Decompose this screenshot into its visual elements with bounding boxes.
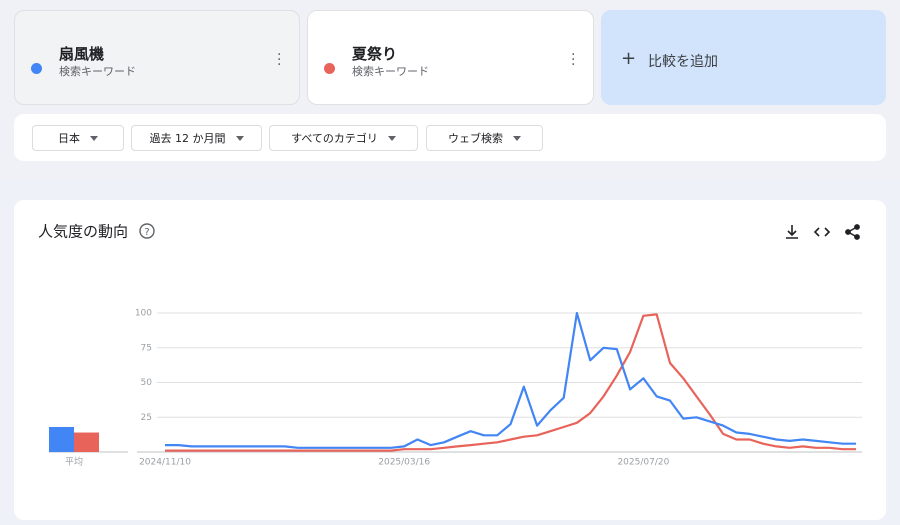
svg-text:?: ? [144,227,149,238]
average-label: 平均 [65,456,83,468]
term-card[interactable]: 夏祭り 検索キーワード · · · [307,10,594,105]
y-tick-label: 100 [135,309,152,319]
average-bar [74,432,99,452]
menu-icon[interactable]: · · · [571,47,576,73]
chart: 人気度の動向 ? 25 50 75 100 2024/11/10 2025/03/16 20… [38,223,862,468]
x-tick-label: 2024/11/10 [139,458,191,468]
filter-label: 日本 [58,132,80,145]
term-name: 扇風機 [59,45,105,63]
series-line [165,313,856,452]
dropdown-icon [235,135,244,141]
add-compare-label: 比較を追加 [648,54,718,70]
dropdown-icon [513,135,521,141]
filter-button[interactable]: ウェブ検索 [426,125,543,151]
plus-icon: + [621,48,637,69]
term-dot [324,63,335,74]
filter-label: ウェブ検索 [448,132,503,145]
help-icon[interactable]: ? [139,223,155,239]
y-tick-label: 50 [141,378,153,388]
x-tick-label: 2025/03/16 [378,458,430,468]
filter-label: すべてのカテゴリ [291,132,378,145]
x-tick-label: 2025/07/20 [617,458,669,468]
term-subtitle: 検索キーワード [59,65,136,78]
menu-icon[interactable]: · · · [277,47,282,73]
chart-title: 人気度の動向 [38,223,128,241]
series-line [165,311,856,449]
share-icon[interactable] [845,224,860,240]
filter-button[interactable]: 日本 [32,125,124,151]
term-name: 夏祭り [352,45,398,63]
dropdown-icon [90,135,98,141]
term-dot [31,63,42,74]
add-compare[interactable]: + 比較を追加 [601,10,886,105]
term-subtitle: 検索キーワード [352,65,429,78]
term-card[interactable]: 扇風機 検索キーワード · · · [14,10,300,105]
y-tick-label: 25 [141,413,152,423]
download-icon[interactable] [786,225,798,239]
filter-button[interactable]: すべてのカテゴリ [269,125,418,151]
y-tick-label: 75 [141,343,152,353]
chart-card [14,200,886,520]
dropdown-icon [387,135,396,141]
embed-icon[interactable] [813,227,831,237]
filter-label: 過去 12 か月間 [149,132,226,145]
average-bar [49,426,74,452]
filter-button[interactable]: 過去 12 か月間 [131,125,262,151]
